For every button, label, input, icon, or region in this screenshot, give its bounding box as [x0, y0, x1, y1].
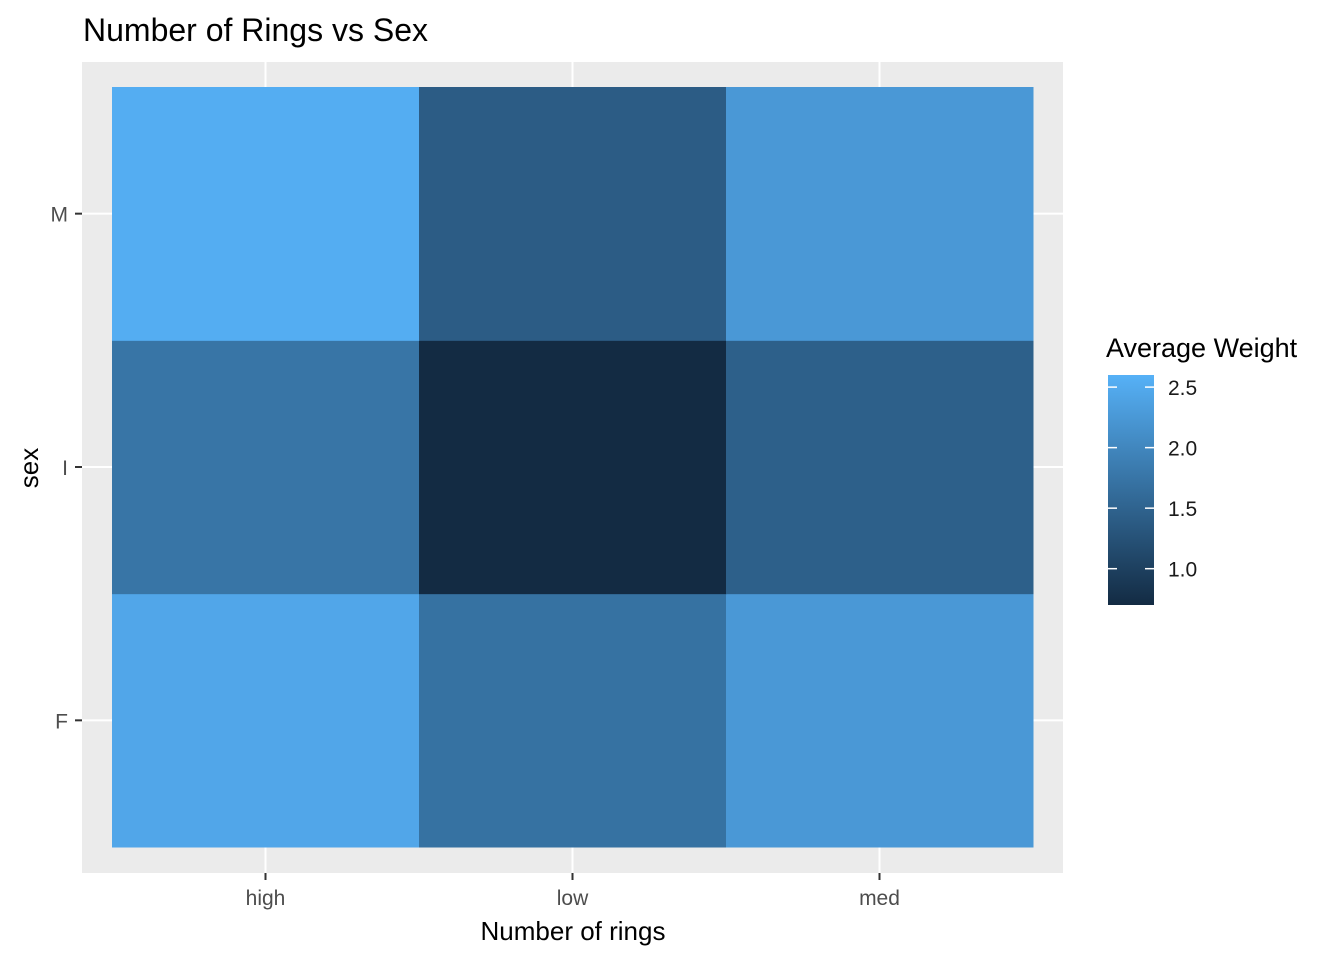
legend-title: Average Weight [1106, 333, 1298, 363]
legend-tick-label: 2.0 [1168, 438, 1197, 461]
y-axis: F I M [51, 204, 82, 733]
legend-tick-label: 1.5 [1168, 498, 1197, 521]
chart-title: Number of Rings vs Sex [83, 12, 428, 48]
color-legend: Average Weight 1.0 1.5 2.0 2.5 [1106, 333, 1298, 605]
heatmap-cell-M-med [726, 87, 1034, 341]
heatmap-cell-M-high [112, 87, 420, 341]
legend-tick-label: 2.5 [1168, 377, 1197, 400]
legend-ticks: 1.0 1.5 2.0 2.5 [1108, 377, 1197, 582]
heatmap-cell-F-high [112, 593, 420, 848]
x-axis: high low med [246, 873, 900, 910]
heatmap-cell-M-low [419, 87, 727, 341]
legend-tick-label: 1.0 [1168, 559, 1197, 582]
heatmap-cells [112, 87, 1034, 848]
y-axis-title: sex [14, 448, 44, 488]
heatmap-cell-I-high [112, 340, 420, 595]
x-axis-title: Number of rings [481, 916, 666, 946]
x-tick-label: med [859, 887, 900, 910]
heatmap-cell-I-low [419, 340, 727, 595]
y-tick-label: F [55, 710, 68, 733]
heatmap-cell-I-med [726, 340, 1034, 595]
y-tick-label: M [51, 204, 69, 227]
legend-colorbar [1108, 375, 1154, 605]
x-tick-label: high [246, 887, 286, 910]
heatmap-cell-F-med [726, 593, 1034, 848]
y-tick-label: I [62, 457, 68, 480]
heatmap-cell-F-low [419, 593, 727, 848]
x-tick-label: low [557, 887, 589, 910]
